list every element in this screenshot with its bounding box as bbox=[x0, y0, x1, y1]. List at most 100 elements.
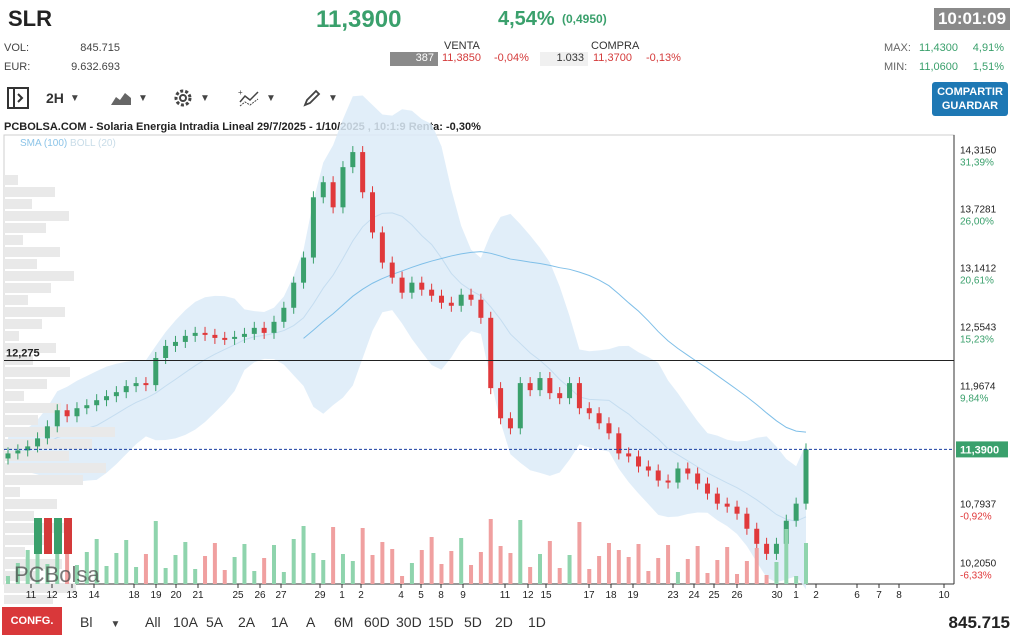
candle-body bbox=[5, 453, 11, 459]
candle-body bbox=[517, 383, 523, 429]
chart-type-select[interactable]: ▼ bbox=[110, 86, 148, 110]
candle-body bbox=[448, 302, 454, 306]
range-button-60d[interactable]: 60D bbox=[364, 614, 390, 630]
candle-body bbox=[399, 277, 405, 293]
candle-body bbox=[773, 543, 779, 554]
candle-body bbox=[15, 450, 21, 454]
volume-bar bbox=[616, 550, 621, 584]
range-button-15d[interactable]: 15D bbox=[428, 614, 454, 630]
volume-bar bbox=[656, 558, 661, 584]
x-tick-label: 10 bbox=[938, 590, 950, 601]
candle-body bbox=[310, 197, 316, 258]
range-button-5d[interactable]: 5D bbox=[464, 614, 482, 630]
volume-bar bbox=[360, 528, 365, 584]
ticker-symbol: SLR bbox=[8, 6, 52, 31]
volume-bar bbox=[143, 554, 148, 584]
logo-bar bbox=[44, 518, 52, 554]
volume-bar bbox=[153, 521, 158, 584]
range-button-30d[interactable]: 30D bbox=[396, 614, 422, 630]
volume-bar bbox=[419, 550, 424, 584]
volume-bar bbox=[774, 562, 779, 584]
volume-bar bbox=[518, 520, 523, 584]
eur-label: EUR: bbox=[4, 61, 31, 73]
volume-bar bbox=[488, 519, 493, 584]
indicators-select[interactable]: + ▼ bbox=[238, 86, 276, 110]
volume-bar bbox=[597, 556, 602, 584]
share-label: COMPARTIR bbox=[937, 86, 1003, 98]
svg-text:+: + bbox=[238, 88, 243, 97]
volume-profile-bar bbox=[4, 187, 55, 197]
candle-body bbox=[25, 446, 31, 451]
legend-sma[interactable]: SMA (100) bbox=[20, 138, 68, 149]
draw-tools-select[interactable]: ▼ bbox=[302, 86, 338, 110]
volume-bar bbox=[705, 573, 710, 584]
volume-bar bbox=[528, 567, 533, 584]
candle-body bbox=[35, 438, 41, 447]
volume-profile-bar bbox=[4, 355, 33, 365]
volume-bar bbox=[134, 567, 139, 584]
range-button-2a[interactable]: 2A bbox=[238, 614, 256, 630]
range-button-1a[interactable]: 1A bbox=[271, 614, 289, 630]
volume-bar bbox=[400, 576, 405, 584]
volume-bar bbox=[331, 527, 336, 584]
y-tick-pct: 20,61% bbox=[960, 275, 994, 286]
volume-bar bbox=[6, 576, 10, 584]
interval-select[interactable]: 2H ▼ bbox=[46, 86, 80, 110]
chevron-down-icon: ▼ bbox=[266, 92, 276, 104]
buy-qty: 1.033 bbox=[540, 52, 588, 66]
x-tick-label: 8 bbox=[896, 590, 902, 601]
range-button-6m[interactable]: 6M bbox=[334, 614, 354, 630]
range-button-10a[interactable]: 10A bbox=[173, 614, 198, 630]
candle-body bbox=[94, 400, 100, 406]
volume-profile-bar bbox=[4, 403, 61, 413]
volume-profile-bar bbox=[4, 583, 76, 593]
candle-body bbox=[478, 299, 484, 318]
candle-body bbox=[222, 337, 228, 340]
candle-body bbox=[232, 336, 238, 339]
min-pct: 1,51% bbox=[972, 61, 1004, 73]
volume-bar bbox=[55, 551, 60, 584]
range-button-2d[interactable]: 2D bbox=[495, 614, 513, 630]
x-tick-label: 7 bbox=[876, 590, 882, 601]
mode-select[interactable]: Bl ▼ bbox=[80, 614, 120, 630]
volume-bar bbox=[350, 561, 355, 584]
pcbolsa-logo: PCBolsa bbox=[14, 518, 100, 587]
bollinger-mid-line bbox=[7, 212, 807, 522]
volume-bar bbox=[311, 553, 316, 584]
volume-bar bbox=[163, 568, 168, 584]
candle-body bbox=[557, 393, 563, 399]
eur-value: 9.632.693 bbox=[71, 61, 120, 73]
range-button-1d[interactable]: 1D bbox=[528, 614, 546, 630]
panel-toggle-button[interactable] bbox=[6, 86, 30, 110]
interval-label: 2H bbox=[46, 90, 64, 106]
candle-body bbox=[123, 386, 129, 393]
x-tick-label: 21 bbox=[192, 590, 204, 601]
range-button-all[interactable]: All bbox=[145, 614, 161, 630]
volume-bar bbox=[675, 572, 680, 584]
volume-bar bbox=[380, 542, 385, 584]
share-save-button[interactable]: COMPARTIR GUARDAR bbox=[932, 82, 1008, 116]
x-tick-label: 11 bbox=[500, 590, 511, 601]
x-tick-label: 1 bbox=[793, 590, 799, 601]
legend-boll[interactable]: BOLL (20) bbox=[70, 138, 116, 149]
max-label: MAX: bbox=[884, 42, 911, 54]
candle-body bbox=[261, 327, 267, 333]
candle-body bbox=[576, 383, 582, 409]
volume-bar bbox=[784, 529, 789, 584]
volume-bar bbox=[193, 569, 198, 584]
volume-bar bbox=[94, 539, 99, 584]
range-button-a[interactable]: A bbox=[306, 614, 316, 630]
volume-bar bbox=[626, 557, 631, 584]
candle-body bbox=[507, 418, 513, 429]
settings-select[interactable]: ▼ bbox=[172, 86, 210, 110]
candle-body bbox=[537, 378, 543, 391]
volume-bar bbox=[459, 538, 464, 584]
reference-line-label: 12,275 bbox=[6, 348, 40, 360]
candle-body bbox=[163, 345, 169, 358]
volume-bar bbox=[449, 551, 454, 584]
config-button[interactable]: CONFG. bbox=[2, 607, 62, 635]
x-tick-label: 30 bbox=[771, 590, 783, 601]
min-label: MIN: bbox=[884, 61, 908, 73]
range-button-5a[interactable]: 5A bbox=[206, 614, 224, 630]
